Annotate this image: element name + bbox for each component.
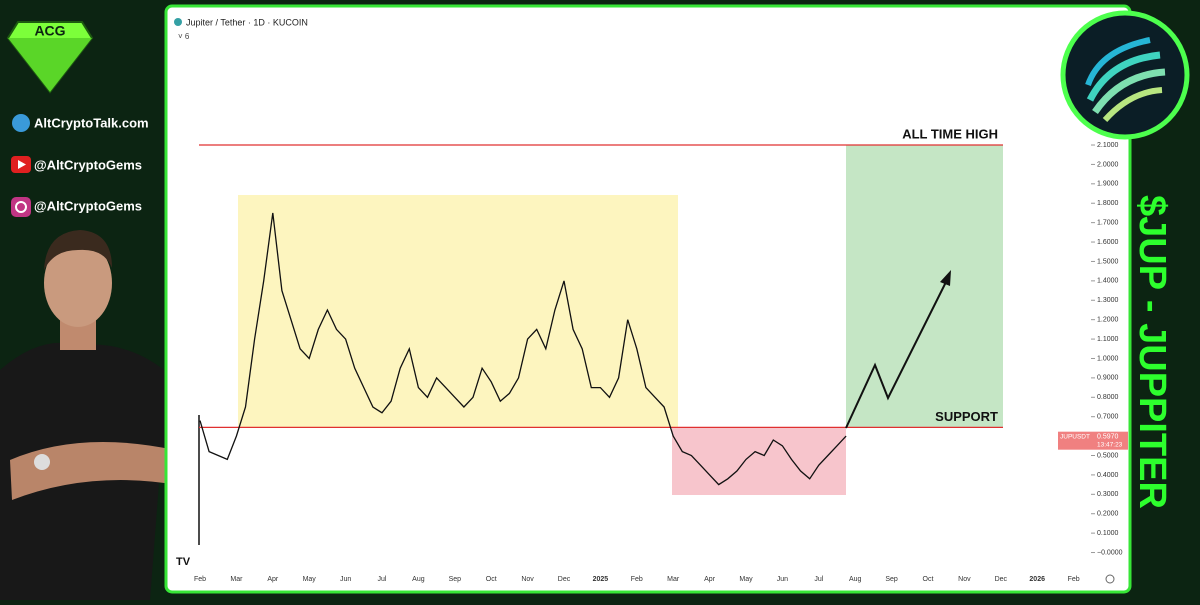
price-tag-symbol: JUPUSDT [1060,433,1090,440]
social-icons [11,114,31,217]
indicator-count-value: 6 [185,32,190,41]
x-tick-label: 2025 [593,576,609,583]
y-tick-label: 1.7000 [1097,219,1119,226]
y-tick-label: 0.1000 [1097,530,1119,537]
banner: $JUP - JUPPITER [1131,195,1173,509]
x-tick-label: Jun [777,576,788,583]
x-tick-label: Oct [923,576,934,583]
y-tick-label: 0.4000 [1097,472,1119,479]
x-tick-label: Feb [194,576,206,583]
x-tick-label: Oct [486,576,497,583]
y-tick-label: 2.1000 [1097,142,1119,149]
gem-logo: ACG [6,21,94,94]
jupiter-logo [1060,10,1190,140]
x-tick-label: Feb [1068,576,1080,583]
x-tick-label: Sep [885,576,898,583]
y-tick-label: 1.1000 [1097,336,1119,343]
x-tick-label: Sep [449,576,462,583]
svg-text:ACG: ACG [34,23,65,39]
presenter [0,230,182,600]
accumulation-zone [672,427,846,495]
x-tick-label: Jun [340,576,351,583]
y-tick-label: 0.9000 [1097,375,1119,382]
y-tick-label: −0.0000 [1097,549,1123,556]
website: AltCryptoTalk.com [34,115,149,130]
x-tick-label: Apr [704,576,716,583]
youtube-handle: @AltCryptoGems [34,157,142,172]
x-tick-label: Mar [230,576,243,583]
target-zone [846,145,1003,427]
price-tag [1058,431,1128,450]
projection-arrow [845,277,949,429]
x-tick-label: Dec [995,576,1008,583]
y-tick-label: 1.2000 [1097,317,1119,324]
y-tick-label: 0.2000 [1097,511,1119,518]
level-label: SUPPORT [935,409,998,424]
chart-title: Jupiter / Tether · 1D · KUCOIN [186,17,308,27]
x-tick-label: Feb [631,576,643,583]
y-tick-label: 0.8000 [1097,394,1119,401]
x-tick-label: Aug [849,576,862,583]
indicator-count: ˅ 6 [178,32,190,41]
range-zone [238,195,678,427]
y-tick-label: 1.9000 [1097,181,1119,188]
tv-logo: TV [176,556,191,568]
y-tick-label: 1.6000 [1097,239,1119,246]
y-tick-label: 2.0000 [1097,161,1119,168]
y-tick-label: 0.5000 [1097,452,1119,459]
y-tick-label: 1.0000 [1097,355,1119,362]
x-tick-label: Jul [814,576,823,583]
x-tick-label: 2026 [1029,576,1045,583]
y-tick-label: 1.3000 [1097,297,1119,304]
x-tick-label: Aug [412,576,425,583]
price-line [199,212,847,486]
y-tick-label: 0.3000 [1097,491,1119,498]
x-tick-label: Dec [558,576,571,583]
instagram-handle: @AltCryptoGems [34,198,142,213]
x-tick-label: Mar [667,576,680,583]
y-tick-label: 0.7000 [1097,414,1119,421]
settings-icon[interactable] [1105,574,1115,584]
price-tag-countdown: 13:47:23 [1097,441,1123,448]
symbol-icon [174,18,182,26]
x-tick-label: May [303,576,317,583]
price-tag-value: 0.5970 [1097,434,1119,441]
y-tick-label: 1.8000 [1097,200,1119,207]
y-tick-label: 1.4000 [1097,278,1119,285]
x-tick-label: Nov [521,576,534,583]
arrow-head [940,270,951,286]
x-tick-label: Apr [267,576,279,583]
chart: −0.00000.10000.20000.30000.40000.50000.6… [194,126,1128,583]
x-tick-label: Jul [378,576,387,583]
x-tick-label: Nov [958,576,971,583]
y-tick-label: 1.5000 [1097,258,1119,265]
x-tick-label: May [739,576,753,583]
level-label: ALL TIME HIGH [902,126,998,141]
